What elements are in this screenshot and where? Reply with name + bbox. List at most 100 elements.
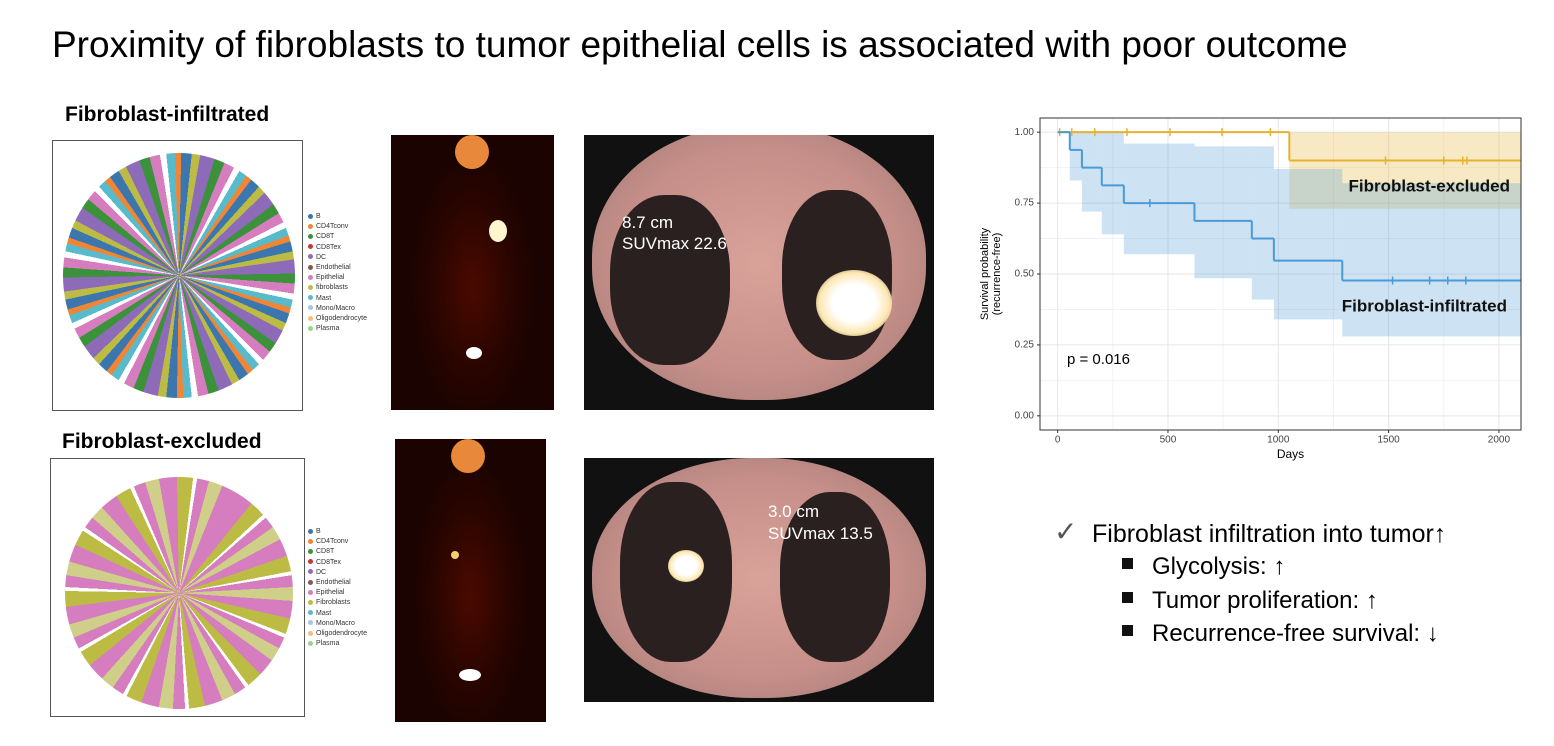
x-axis-title: Days — [1277, 447, 1304, 461]
pet-image — [395, 439, 546, 722]
legend-dot — [308, 549, 313, 555]
legend-dot — [308, 630, 313, 636]
series-label: Fibroblast-infiltrated — [1342, 296, 1507, 315]
confidence-band — [1273, 169, 1343, 320]
legend-item: CD8T — [308, 232, 367, 242]
x-tick-label: 1500 — [1377, 435, 1400, 446]
plot-frame — [1039, 117, 1522, 431]
legend-label: Endothelial — [316, 264, 351, 272]
confidence-band — [1194, 146, 1252, 279]
image-annotation: SUVmax 22.6 — [622, 234, 727, 253]
legend-dot — [308, 305, 313, 311]
legend-dot — [308, 579, 313, 585]
legend-item: CD8Tex — [308, 558, 367, 568]
legend-label: Epithelial — [316, 274, 345, 282]
legend-label: Plasma — [316, 325, 340, 333]
pet-hotspot — [455, 135, 489, 169]
legend-label: Mono/Macro — [316, 304, 355, 312]
legend-dot — [308, 274, 313, 280]
y-tick-label: 0.75 — [1015, 198, 1035, 209]
ct-tumor — [668, 550, 704, 582]
legend-label: DC — [316, 568, 327, 576]
bullet-square — [1122, 592, 1133, 603]
image-annotation: 3.0 cm — [768, 502, 820, 521]
y-axis-title: Survival probability — [979, 227, 991, 320]
legend-dot — [308, 325, 313, 331]
confidence-band — [1251, 146, 1274, 300]
bullet-item: Recurrence-free survival: ↓ — [1152, 620, 1439, 647]
legend-label: Oligodendrocyte — [316, 630, 367, 638]
confidence-band — [1123, 143, 1195, 255]
legend-item: Mono/Macro — [308, 304, 367, 314]
legend-item: Oligodendrocyte — [308, 314, 367, 324]
legend-label: Mast — [316, 294, 332, 302]
legend-dot — [308, 244, 313, 250]
confidence-band — [1069, 132, 1082, 181]
ct-image — [584, 135, 934, 410]
pet-hotspot — [451, 551, 459, 559]
legend-dot — [308, 234, 313, 240]
pet-hotspot — [459, 669, 481, 681]
legend-label: Mast — [316, 609, 332, 617]
legend-dot — [308, 285, 313, 291]
ct-image — [584, 458, 934, 702]
legend-item: Endothelial — [308, 578, 367, 588]
legend-label: B — [316, 528, 321, 535]
tissue-cells — [63, 153, 295, 398]
ct-tumor — [816, 270, 892, 336]
legend-item: Plasma — [308, 639, 367, 649]
legend-dot — [308, 538, 313, 544]
legend-dot — [308, 315, 313, 321]
legend-label: Mono/Macro — [316, 619, 355, 627]
legend-item: fibroblasts — [308, 283, 367, 293]
legend-dot — [308, 600, 313, 606]
slide-title: Proximity of fibroblasts to tumor epithe… — [52, 24, 1348, 65]
confidence-band — [1081, 132, 1102, 212]
y-axis-title: (recurrence-free) — [991, 233, 1003, 316]
legend-item: B — [308, 212, 367, 222]
bullet-item: Glycolysis: ↑ — [1152, 553, 1286, 580]
cell-legend: B CD4Tconv CD8T CD8Tex DC Endothelial Epitheli… — [308, 212, 367, 334]
image-annotation: 8.7 cm — [622, 213, 674, 232]
x-tick-label: 0 — [1055, 435, 1061, 446]
legend-item: Mast — [308, 294, 367, 304]
y-tick-label: 0.25 — [1015, 340, 1035, 351]
image-annotation: SUVmax 13.5 — [768, 524, 873, 543]
legend-dot — [308, 569, 313, 575]
pet-hotspot — [466, 347, 482, 359]
legend-dot — [308, 620, 313, 626]
legend-item: CD4Tconv — [308, 537, 367, 547]
legend-label: Epithelial — [316, 589, 345, 597]
series-label: Fibroblast-excluded — [1348, 176, 1510, 195]
legend-label: CD8T — [316, 548, 335, 556]
legend-item: Fibroblasts — [308, 598, 367, 608]
confidence-band — [1289, 132, 1521, 209]
legend-dot — [308, 213, 313, 219]
x-tick-label: 2000 — [1488, 435, 1511, 446]
legend-label: Fibroblasts — [316, 599, 351, 607]
pet-image — [391, 135, 554, 410]
y-tick-label: 0.00 — [1015, 410, 1035, 421]
tissue-image — [50, 458, 305, 717]
legend-label: CD8Tex — [316, 243, 341, 251]
legend-label: CD4Tconv — [316, 223, 349, 231]
legend-dot — [308, 528, 313, 534]
panel-label: Fibroblast-excluded — [62, 430, 262, 453]
legend-dot — [308, 254, 313, 260]
legend-dot — [308, 264, 313, 270]
legend-item: Epithelial — [308, 273, 367, 283]
legend-item: Epithelial — [308, 588, 367, 598]
pet-hotspot — [489, 220, 507, 242]
legend-label: CD4Tconv — [316, 538, 349, 546]
legend-item: CD8T — [308, 547, 367, 557]
legend-item: DC — [308, 253, 367, 263]
legend-item: Plasma — [308, 324, 367, 334]
ct-lung — [780, 492, 890, 662]
bullet-main: Fibroblast infiltration into tumor↑ — [1092, 520, 1447, 548]
pet-hotspot — [451, 439, 485, 473]
bullet-square — [1122, 625, 1133, 636]
legend-item: Endothelial — [308, 263, 367, 273]
legend-dot — [308, 640, 313, 646]
legend-dot — [308, 223, 313, 229]
